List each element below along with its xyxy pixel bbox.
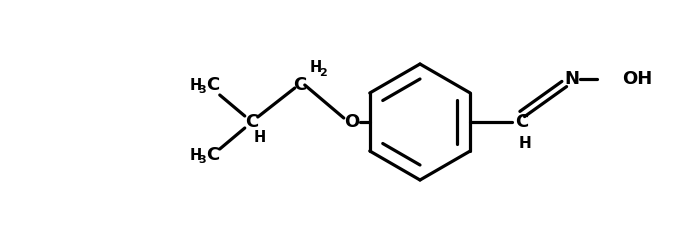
Text: H: H <box>189 78 202 92</box>
Text: O: O <box>344 113 359 131</box>
Text: C: C <box>206 146 219 164</box>
Text: N: N <box>565 70 579 88</box>
Text: H: H <box>254 131 266 145</box>
Text: 2: 2 <box>319 68 326 78</box>
Text: C: C <box>245 113 259 131</box>
Text: H: H <box>519 137 532 151</box>
Text: C: C <box>206 76 219 94</box>
Text: 3: 3 <box>199 85 206 95</box>
Text: H: H <box>310 60 322 76</box>
Text: OH: OH <box>622 70 652 88</box>
Text: C: C <box>293 76 306 94</box>
Text: H: H <box>189 148 202 162</box>
Text: C: C <box>516 113 529 131</box>
Text: 3: 3 <box>199 155 206 165</box>
